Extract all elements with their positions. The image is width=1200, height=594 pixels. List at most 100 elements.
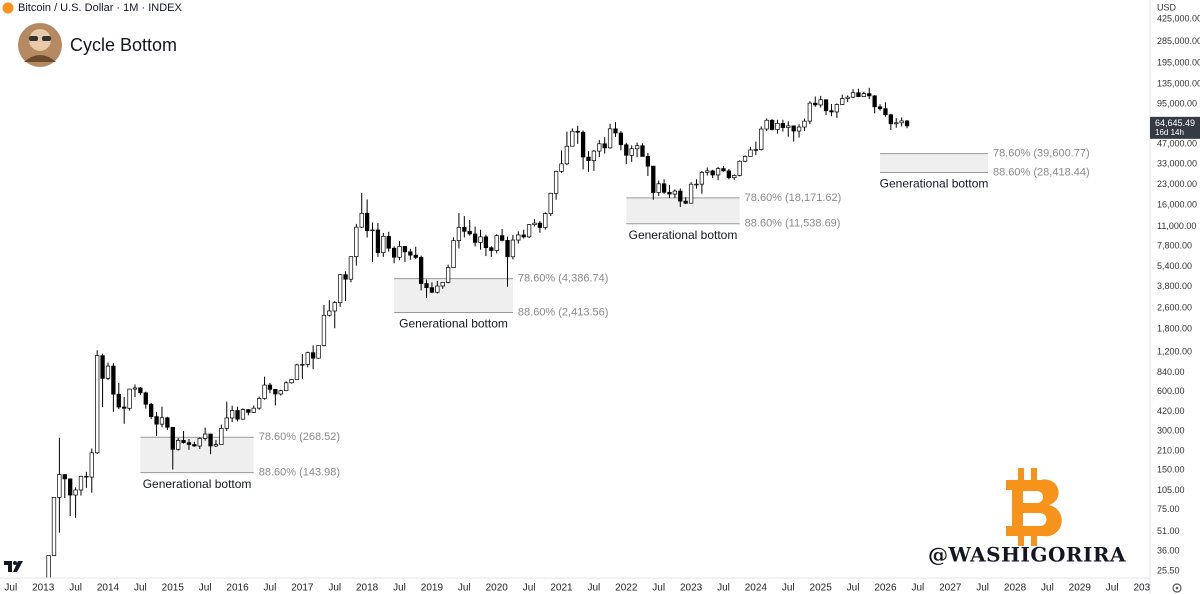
candle [456, 213, 462, 249]
candle [68, 478, 73, 517]
candle [122, 397, 127, 424]
candle [753, 141, 759, 156]
x-tick-label: Jul [976, 583, 989, 594]
candle [219, 424, 224, 445]
y-tick-label: 3,800.00 [1157, 281, 1192, 291]
candle [764, 118, 769, 131]
x-tick-label: 2022 [615, 583, 638, 594]
zone-level-label: 88.60% (2,413.56) [518, 306, 609, 318]
settings-icon[interactable] [1172, 583, 1182, 593]
candle [445, 264, 451, 284]
y-tick-label: 300.00 [1157, 425, 1185, 435]
candle [575, 125, 580, 144]
candle [472, 226, 478, 247]
candle [537, 221, 543, 233]
candle [904, 120, 910, 129]
avatar [18, 23, 62, 67]
candle [678, 188, 683, 208]
candle-body [624, 144, 629, 156]
candle-body [57, 474, 62, 498]
candle-body [845, 96, 850, 99]
candle-body [894, 122, 899, 125]
candle-body [170, 426, 175, 450]
candle-body [332, 302, 337, 312]
candle-body [440, 282, 445, 287]
currency-label: USD [1157, 2, 1177, 12]
y-tick-label: 840.00 [1157, 367, 1185, 377]
y-tick-label: 1,200.00 [1157, 347, 1192, 357]
candle [478, 229, 483, 250]
x-tick-label: Jul [328, 583, 341, 594]
candle-body [472, 233, 478, 243]
x-tick-label: Jul [911, 583, 924, 594]
y-tick-label: 11,000.00 [1157, 221, 1196, 231]
candle [656, 180, 661, 197]
candle-body [834, 104, 840, 113]
candle-body [186, 442, 192, 445]
candle [618, 130, 624, 151]
candle-body [418, 257, 424, 284]
candle [829, 103, 834, 117]
candle-body [381, 235, 386, 253]
candle-body [537, 222, 543, 228]
candle [321, 304, 327, 347]
chart-title: Cycle Bottom [70, 35, 177, 55]
zone-level-label: 78.60% (268.52) [259, 431, 340, 443]
candle-body [802, 120, 807, 128]
candle-body [505, 240, 510, 258]
candle-body [867, 93, 872, 97]
candle-body [683, 200, 688, 204]
candle-body [753, 149, 759, 151]
candle-body [672, 190, 678, 195]
last-price-tag [1150, 116, 1200, 139]
zone-level-label: 88.60% (28,418.44) [993, 166, 1090, 178]
candle [316, 345, 321, 359]
x-tick-label: 2020 [486, 583, 509, 594]
candle [548, 192, 553, 217]
x-tick-label: 2024 [745, 583, 768, 594]
candle [337, 274, 343, 307]
candle [251, 405, 256, 413]
candle-body [521, 234, 526, 238]
zone-level-label: 78.60% (4,386.74) [518, 273, 609, 285]
candle-body [159, 417, 165, 425]
candle [462, 216, 467, 238]
candle-body [327, 310, 332, 316]
candle-body [413, 254, 418, 258]
candle [375, 222, 381, 257]
plot-area: 78.60% (268.52) 88.60% (143.98) Generation… [46, 87, 1090, 578]
candle [559, 150, 564, 174]
candle [667, 185, 672, 198]
candle [51, 497, 57, 557]
candle [510, 234, 516, 260]
candle-body [138, 387, 143, 394]
candle-body [246, 409, 251, 413]
candle [850, 89, 856, 99]
candle [440, 282, 445, 289]
candle-body [629, 148, 634, 156]
candle-body [570, 130, 575, 147]
candle-body [122, 406, 127, 409]
zone-label: Generational bottom [399, 317, 508, 331]
candle-body [100, 355, 105, 379]
candle [257, 396, 262, 410]
candle [818, 95, 823, 108]
candle-body [532, 222, 537, 225]
candle [532, 219, 537, 227]
candle-body [780, 123, 786, 128]
candle-body [883, 108, 888, 116]
x-tick-label: Jul [4, 583, 17, 594]
y-tick-label: 285,000.00 [1157, 36, 1200, 46]
candle [505, 236, 510, 287]
candle [310, 345, 316, 370]
candle [213, 440, 219, 448]
candle-body [877, 106, 883, 110]
candle-body [613, 128, 618, 134]
candle [386, 231, 391, 252]
candle [435, 280, 440, 294]
candle-body [451, 240, 456, 269]
candle-body [262, 384, 267, 399]
candle [230, 405, 235, 423]
candle [84, 471, 89, 488]
candle [602, 137, 607, 154]
